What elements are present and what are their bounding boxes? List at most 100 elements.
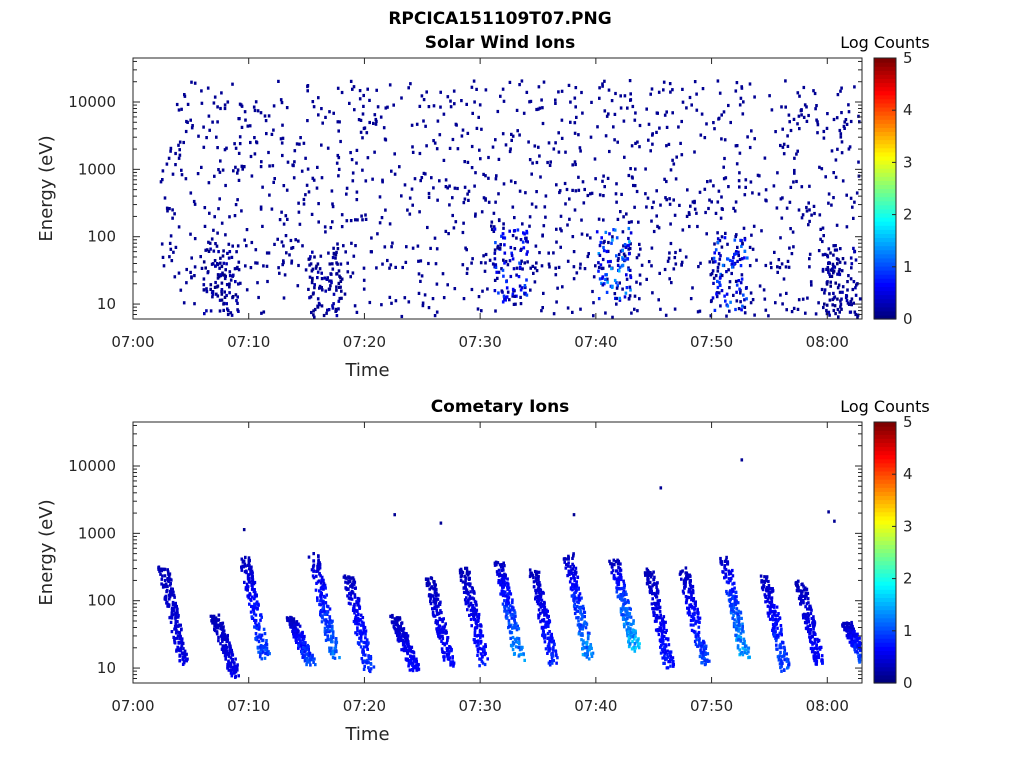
heatmap-cell bbox=[774, 622, 777, 626]
heatmap-cell bbox=[691, 286, 694, 290]
heatmap-cell bbox=[406, 637, 409, 641]
heatmap-cell bbox=[667, 256, 671, 260]
heatmap-cell bbox=[190, 276, 193, 280]
heatmap-cell bbox=[535, 599, 539, 603]
heatmap-cell bbox=[226, 638, 230, 642]
heatmap-cell bbox=[544, 194, 548, 198]
heatmap-cell bbox=[661, 630, 665, 634]
heatmap-cell bbox=[663, 654, 666, 658]
heatmap-cell bbox=[474, 171, 477, 175]
heatmap-cell bbox=[541, 604, 544, 608]
heatmap-cell bbox=[733, 209, 737, 213]
heatmap-cell bbox=[605, 114, 609, 118]
heatmap-cell bbox=[747, 650, 750, 654]
heatmap-cell bbox=[213, 624, 216, 628]
heatmap-cell bbox=[625, 592, 628, 596]
heatmap-cell bbox=[175, 615, 178, 619]
heatmap-cell bbox=[432, 580, 435, 584]
heatmap-cell bbox=[400, 634, 404, 638]
heatmap-cell bbox=[158, 569, 161, 573]
colorbar-segment bbox=[874, 86, 896, 92]
heatmap-cell bbox=[247, 560, 251, 564]
heatmap-cell bbox=[597, 265, 601, 270]
heatmap-cell bbox=[211, 621, 214, 625]
heatmap-cell bbox=[225, 262, 228, 266]
heatmap-cell bbox=[511, 626, 514, 630]
heatmap-cell bbox=[737, 179, 741, 183]
heatmap-cell bbox=[719, 272, 722, 276]
heatmap-cell bbox=[428, 587, 431, 591]
colorbar-segment bbox=[874, 217, 896, 222]
heatmap-cell bbox=[618, 281, 621, 285]
heatmap-cell bbox=[330, 281, 333, 285]
heatmap-cell bbox=[308, 257, 312, 261]
heatmap-cell bbox=[633, 307, 636, 311]
heatmap-cell bbox=[628, 268, 632, 272]
heatmap-cell bbox=[615, 296, 618, 301]
heatmap-cell bbox=[766, 599, 769, 603]
heatmap-cell bbox=[403, 296, 407, 300]
heatmap-cell bbox=[628, 79, 632, 83]
heatmap-cell bbox=[303, 659, 307, 663]
heatmap-cell bbox=[511, 598, 514, 602]
heatmap-cell bbox=[583, 187, 586, 192]
heatmap-cell bbox=[502, 574, 505, 578]
heatmap-cell bbox=[421, 301, 425, 305]
heatmap-cell bbox=[258, 625, 261, 629]
heatmap-cell bbox=[505, 609, 509, 613]
heatmap-cell bbox=[737, 253, 740, 258]
heatmap-cell bbox=[550, 640, 554, 644]
heatmap-cell bbox=[598, 244, 602, 248]
heatmap-cell bbox=[256, 109, 260, 113]
heatmap-cell bbox=[173, 595, 176, 599]
heatmap-cell bbox=[318, 564, 321, 568]
heatmap-cell bbox=[521, 240, 525, 244]
heatmap-cell bbox=[653, 619, 657, 623]
heatmap-cell bbox=[312, 660, 315, 664]
heatmap-cell bbox=[163, 578, 167, 583]
heatmap-cell bbox=[491, 262, 495, 266]
heatmap-cell bbox=[446, 283, 449, 287]
heatmap-cell bbox=[633, 294, 637, 298]
heatmap-cell bbox=[793, 171, 796, 175]
heatmap-cell bbox=[161, 169, 165, 173]
heatmap-cell bbox=[267, 150, 270, 155]
heatmap-cell bbox=[600, 236, 603, 240]
heatmap-cell bbox=[304, 156, 307, 160]
heatmap-cell bbox=[573, 121, 577, 125]
heatmap-cell bbox=[492, 211, 496, 215]
heatmap-cell bbox=[245, 244, 248, 248]
heatmap-cell bbox=[237, 674, 240, 678]
heatmap-cell bbox=[453, 287, 457, 291]
heatmap-cell bbox=[581, 642, 585, 646]
heatmap-cell bbox=[226, 635, 229, 639]
heatmap-cell bbox=[178, 148, 181, 152]
heatmap-cell bbox=[424, 172, 427, 176]
colorbar-segment bbox=[874, 286, 896, 292]
heatmap-cell bbox=[820, 167, 824, 171]
heatmap-cell bbox=[340, 225, 344, 229]
heatmap-cell bbox=[257, 640, 261, 644]
heatmap-cell bbox=[580, 596, 583, 600]
heatmap-cell bbox=[611, 284, 614, 288]
heatmap-cell bbox=[722, 110, 726, 114]
heatmap-cell bbox=[477, 639, 480, 643]
heatmap-cell bbox=[535, 261, 538, 265]
heatmap-cell bbox=[352, 607, 355, 611]
heatmap-cell bbox=[574, 566, 578, 570]
heatmap-cell bbox=[436, 612, 439, 616]
heatmap-cell bbox=[587, 645, 591, 649]
heatmap-cell bbox=[662, 626, 666, 630]
heatmap-cell bbox=[653, 607, 657, 611]
heatmap-cell bbox=[505, 601, 508, 605]
heatmap-cell bbox=[738, 171, 741, 175]
heatmap-cell bbox=[775, 206, 779, 210]
heatmap-cell bbox=[693, 150, 696, 154]
heatmap-cell bbox=[244, 564, 247, 568]
heatmap-cell bbox=[834, 244, 837, 248]
heatmap-cell bbox=[629, 615, 633, 619]
heatmap-cell bbox=[634, 167, 637, 171]
heatmap-cell bbox=[364, 636, 367, 640]
heatmap-cell bbox=[647, 570, 650, 574]
heatmap-cell bbox=[673, 256, 677, 260]
